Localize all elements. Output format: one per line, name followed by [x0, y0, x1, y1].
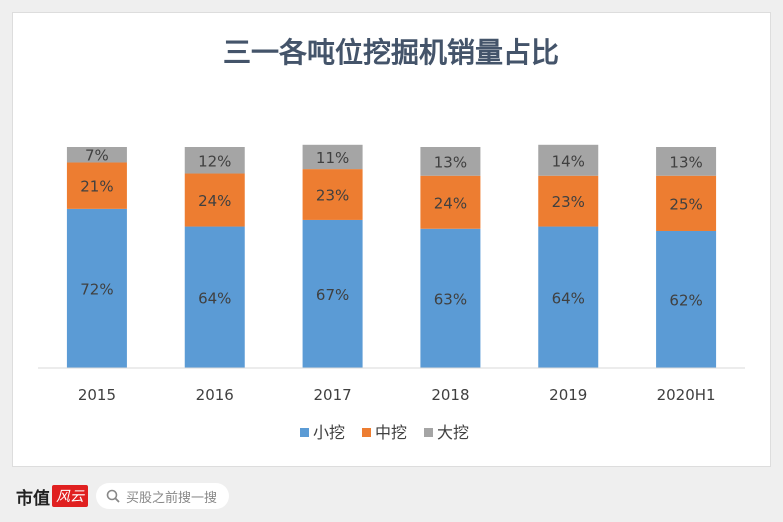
bar-2019-大挖: [538, 144, 599, 176]
chart-title: 三一各吨位挖掘机销量占比: [223, 36, 559, 69]
chart-card: [12, 12, 771, 467]
bar-2016-中挖: [184, 173, 245, 227]
legend-label: 大挖: [437, 423, 469, 442]
bar-2020H1-中挖: [656, 175, 717, 231]
brand-name: 市值: [16, 488, 50, 509]
stacked-bar-chart: 三一各吨位挖掘机销量占比 72% 21% 7% 2015 64% 24% 12% 2016 67…: [38, 36, 745, 442]
data-label: 25%: [669, 195, 702, 213]
data-label: 7%: [85, 147, 109, 165]
search-icon: [106, 489, 120, 503]
x-tick-label: 2019: [549, 386, 587, 404]
data-label: 62%: [669, 291, 702, 309]
x-tick-label: 2015: [78, 386, 116, 404]
bar-2015-大挖: [66, 147, 127, 163]
legend-label: 中挖: [375, 423, 407, 442]
bar-2020H1-小挖: [656, 230, 717, 368]
brand-logo: 风云: [52, 485, 88, 507]
bar-2016-小挖: [184, 226, 245, 368]
x-tick-label: 2020H1: [657, 386, 716, 404]
bar-2018-大挖: [420, 147, 481, 176]
data-label: 67%: [316, 286, 349, 304]
x-tick-label: 2016: [196, 386, 234, 404]
bar-2017-中挖: [302, 169, 363, 220]
legend-swatch: [300, 428, 309, 437]
legend-swatch: [362, 428, 371, 437]
data-label: 21%: [80, 178, 113, 196]
data-label: 13%: [434, 153, 467, 171]
bar-2018-小挖: [420, 228, 481, 368]
data-label: 11%: [316, 149, 349, 167]
legend-label: 小挖: [313, 423, 345, 442]
data-label: 23%: [316, 187, 349, 205]
data-label: 24%: [434, 194, 467, 212]
data-label: 64%: [198, 289, 231, 307]
footer: 市值 风云 买股之前搜一搜: [16, 482, 230, 510]
data-label: 13%: [669, 153, 702, 171]
bar-2018-中挖: [420, 175, 481, 229]
data-label: 24%: [198, 192, 231, 210]
bar-2019-小挖: [538, 226, 599, 368]
data-label: 64%: [552, 289, 585, 307]
data-label: 63%: [434, 290, 467, 308]
bar-2017-小挖: [302, 219, 363, 368]
bar-2017-大挖: [302, 144, 363, 170]
bar-2020H1-大挖: [656, 147, 717, 176]
bar-2015-中挖: [66, 162, 127, 209]
bar-2019-中挖: [538, 175, 599, 227]
data-label: 12%: [198, 152, 231, 170]
x-tick-label: 2018: [431, 386, 469, 404]
bar-2015-小挖: [66, 208, 127, 368]
data-label: 23%: [552, 193, 585, 211]
legend-swatch: [424, 428, 433, 437]
search-placeholder: 买股之前搜一搜: [126, 490, 218, 506]
search-box[interactable]: 买股之前搜一搜: [96, 483, 230, 509]
data-label: 72%: [80, 280, 113, 298]
x-tick-label: 2017: [313, 386, 351, 404]
bar-2016-大挖: [184, 147, 245, 174]
data-label: 14%: [552, 152, 585, 170]
